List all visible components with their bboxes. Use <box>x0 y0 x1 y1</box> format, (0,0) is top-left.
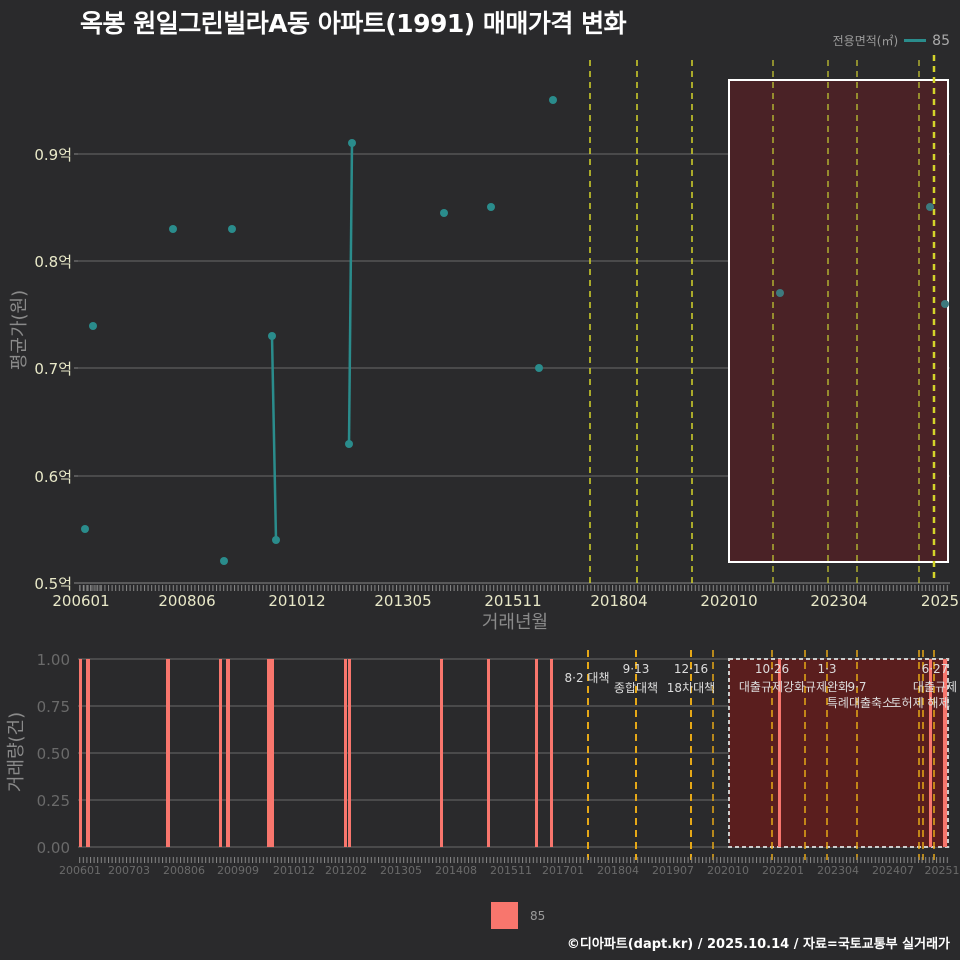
x-label: 201511 <box>484 592 541 610</box>
annotation-date: 12·16 <box>674 662 708 676</box>
y-label: 0.8억 <box>34 253 72 271</box>
x-label: 201012 <box>268 592 325 610</box>
x-label: 202304 <box>810 592 867 610</box>
annotation: 대출규제강화 <box>739 680 805 694</box>
y-axis-title: 평균가(원) <box>9 290 30 370</box>
x-label: 201907 <box>652 864 694 877</box>
x-label: 201305 <box>380 864 422 877</box>
x-label: 201511 <box>490 864 532 877</box>
legend-bar-swatch <box>491 902 518 929</box>
volume-bars <box>79 659 947 847</box>
y-label: 1.00 <box>37 651 70 669</box>
volume-chart: 8·2 대책 9·13 종합대책 12·16 18차대책 10·26 대출규제강… <box>6 650 960 877</box>
annotation: 18차대책 <box>667 680 715 695</box>
legend-top: 전용면적(㎡) 85 <box>833 32 950 49</box>
x-label: 201012 <box>273 864 315 877</box>
legend-title: 전용면적(㎡) <box>832 34 899 48</box>
x-label: 200806 <box>158 592 215 610</box>
y-label: 0.9억 <box>34 146 72 164</box>
x-label: 202407 <box>872 864 914 877</box>
annotation: 규제완화 <box>805 680 849 694</box>
highlight-period-bottom <box>728 658 949 848</box>
x-label: 200601 <box>59 864 101 877</box>
y-label: 0.50 <box>37 745 70 763</box>
x-label: 201202 <box>325 864 367 877</box>
annotation-date: 6·27 <box>922 662 949 676</box>
annotation-date: 9·13 <box>623 662 650 676</box>
x-axis-title: 거래년월 <box>482 612 548 633</box>
annotation: 종합대책 <box>614 680 658 695</box>
x-label: 201701 <box>542 864 584 877</box>
y-label: 0.5억 <box>34 575 72 593</box>
x-label: 20251 <box>925 864 960 877</box>
y-label: 0.75 <box>37 698 70 716</box>
price-points <box>81 96 949 565</box>
y-label: 0.6억 <box>34 468 72 486</box>
x-label: 202304 <box>817 864 859 877</box>
y-label: 0.7억 <box>34 360 72 378</box>
price-chart: 0.9억 0.8억 0.7억 0.6억 0.5억 200601 200806 2… <box>9 55 959 633</box>
annotation: 대출규제 <box>913 680 957 694</box>
y-label: 0.25 <box>37 792 70 810</box>
y-axis-title: 거래량(건) <box>6 712 27 792</box>
x-label: 201804 <box>590 592 647 610</box>
annotation-date: 9·7 <box>847 680 866 694</box>
y-label: 0.00 <box>37 839 70 857</box>
policy-lines-top <box>589 55 936 583</box>
legend-line-swatch <box>904 39 927 42</box>
policy-lines-bottom <box>587 650 935 860</box>
source-footer: ©디아파트(dapt.kr) / 2025.10.14 / 자료=국토교통부 실… <box>566 937 950 952</box>
legend-bottom: 85 <box>491 902 545 929</box>
legend-value: 85 <box>932 32 950 49</box>
x-label: 200909 <box>217 864 259 877</box>
legend-bottom-value: 85 <box>530 908 546 923</box>
x-label: 2025 <box>921 592 959 610</box>
annotation: 특례대출축소 <box>827 696 893 710</box>
x-label: 200601 <box>52 592 109 610</box>
annotation: 토허제 해제 <box>890 696 949 710</box>
x-label: 201408 <box>435 864 477 877</box>
annotation-date: 10·26 <box>755 662 789 676</box>
annotation-date: 1·3 <box>817 662 836 676</box>
x-label: 200703 <box>108 864 150 877</box>
x-label: 202010 <box>707 864 749 877</box>
annotation: 8·2 대책 <box>565 670 610 685</box>
highlight-period <box>728 79 949 563</box>
x-label: 200806 <box>163 864 205 877</box>
x-label: 201305 <box>374 592 431 610</box>
x-label: 202201 <box>762 864 804 877</box>
x-label: 201804 <box>597 864 639 877</box>
price-line <box>270 142 354 541</box>
x-label: 202010 <box>700 592 757 610</box>
chart-title: 옥봉 원일그린빌라A동 아파트(1991) 매매가격 변화 <box>80 9 627 38</box>
